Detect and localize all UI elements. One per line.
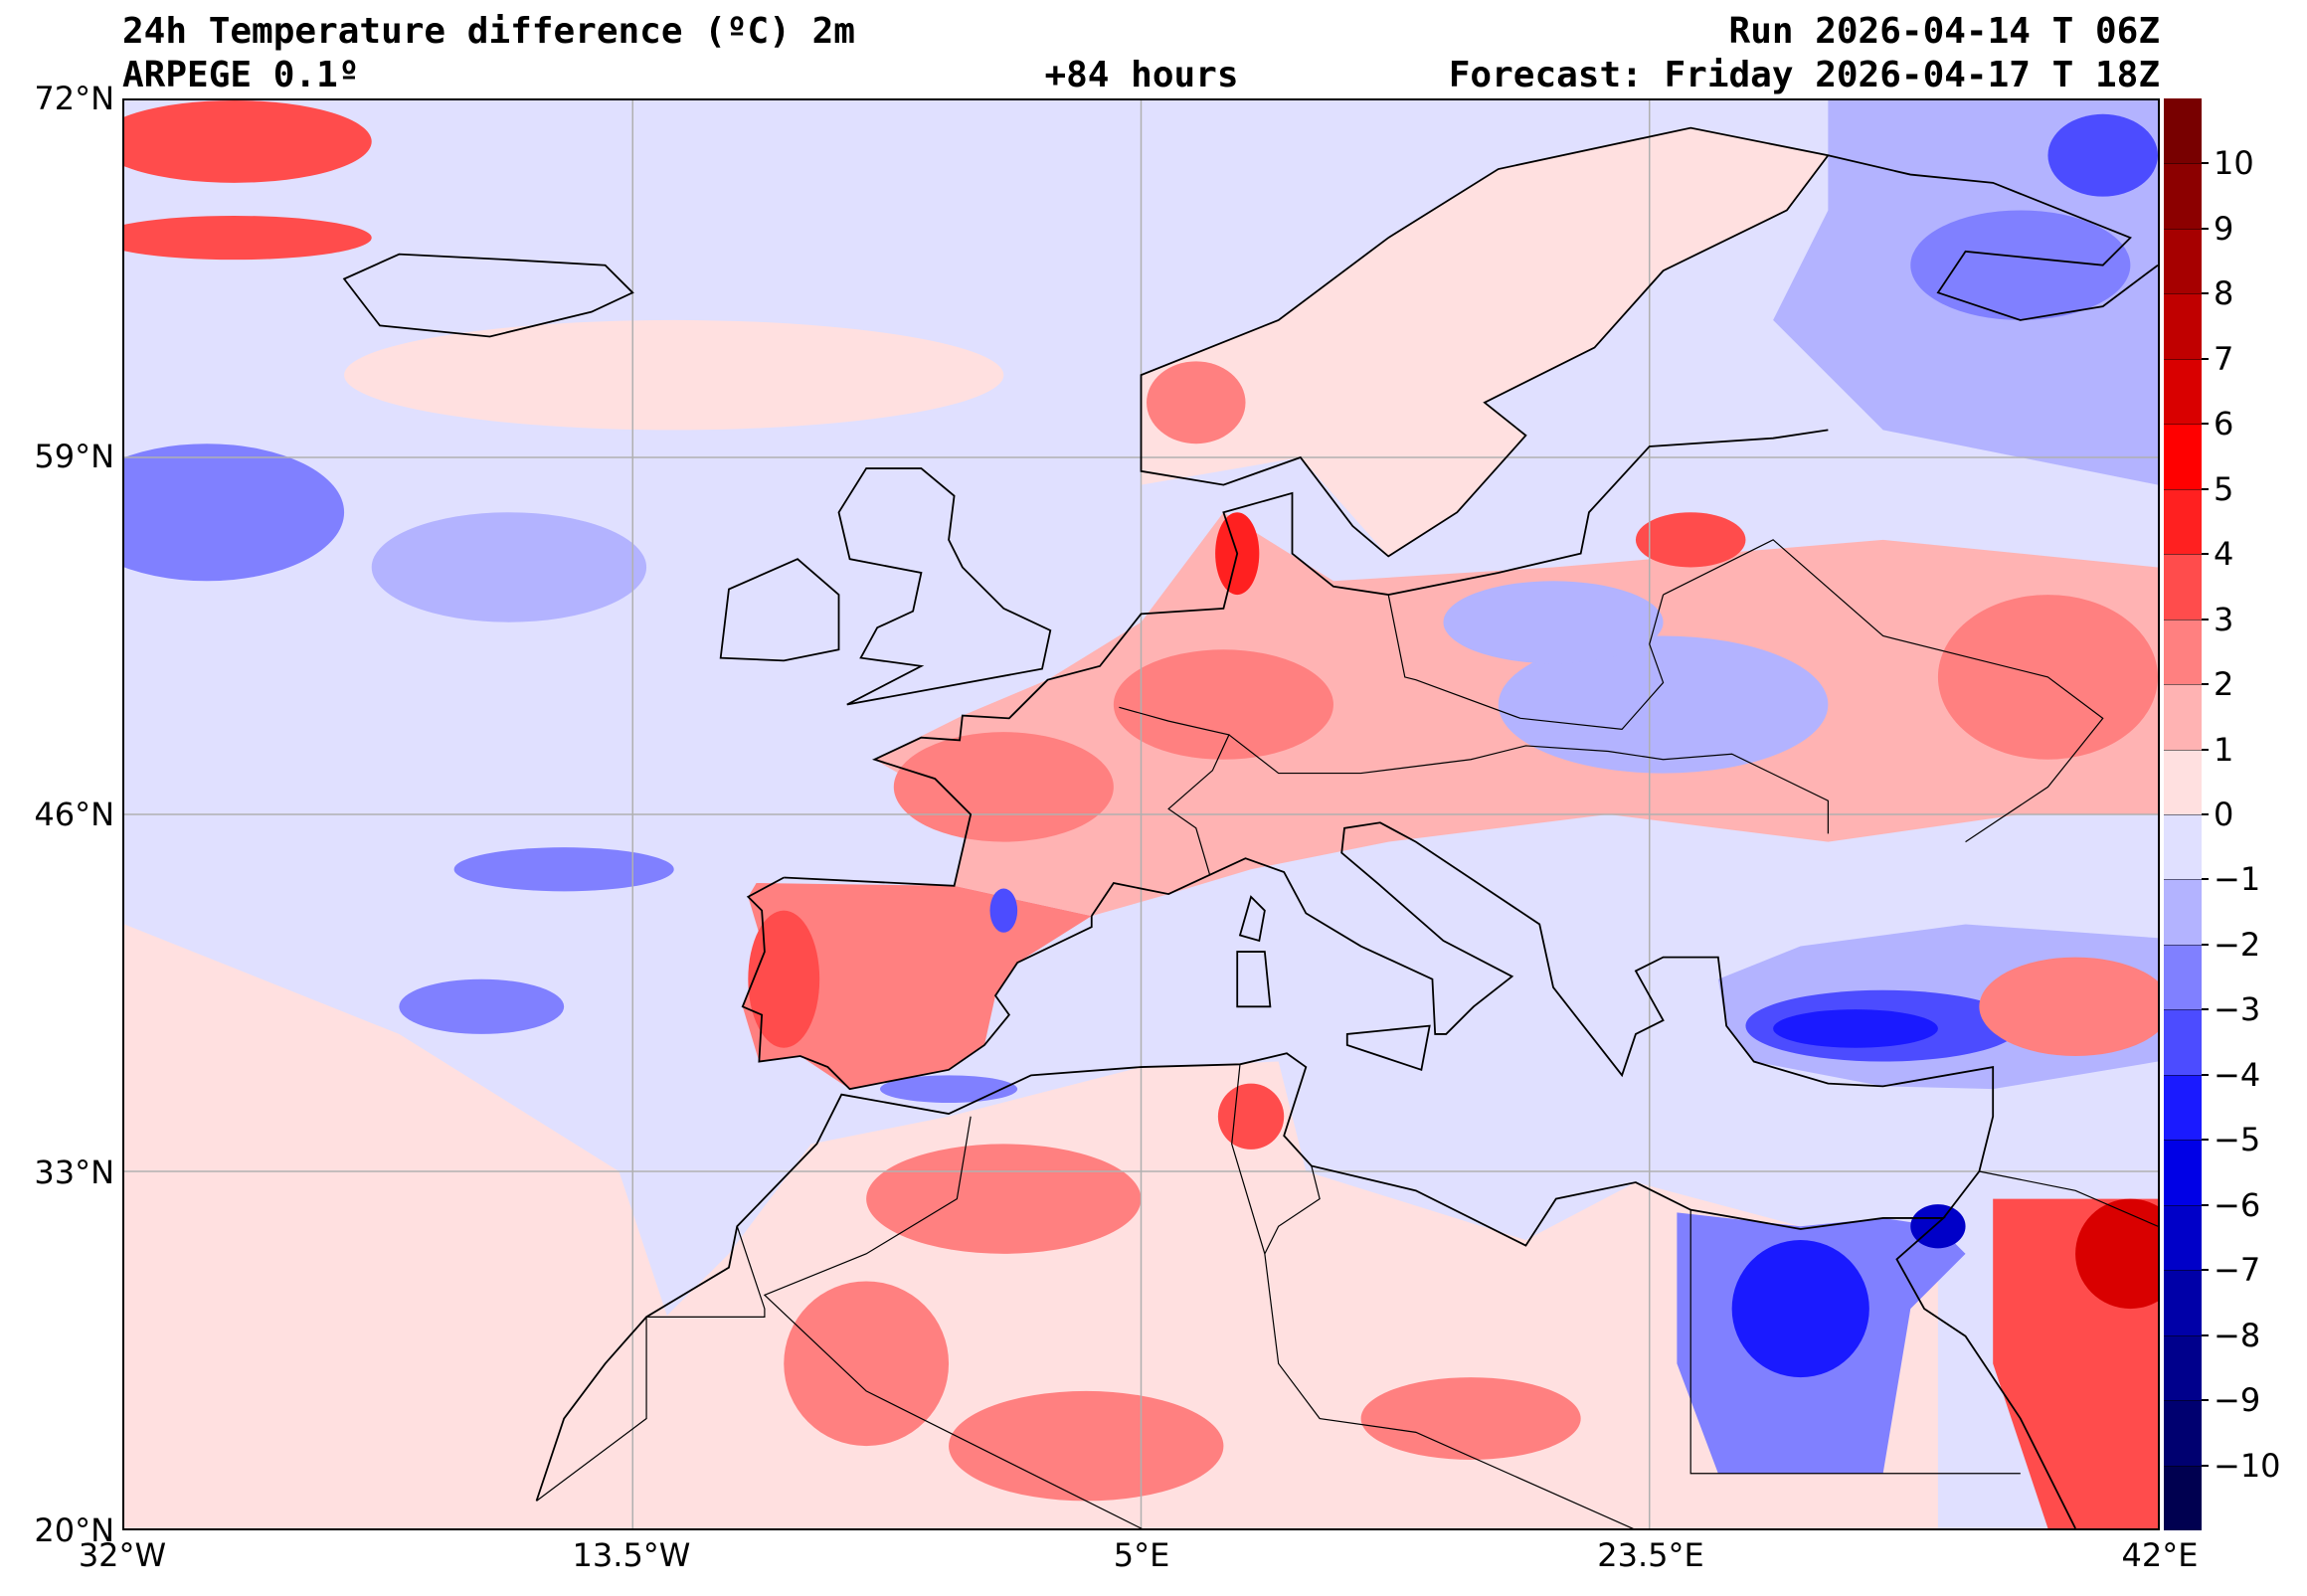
colorbar-tick-label: 2: [2214, 665, 2234, 704]
colorbar-bin: [2164, 879, 2202, 945]
colorbar-bin: [2164, 1074, 2202, 1141]
colorbar-tick: [2202, 1333, 2209, 1336]
colorbar-bin: [2164, 1334, 2202, 1401]
colorbar-tick: [2202, 683, 2209, 686]
colorbar-bin: [2164, 1009, 2202, 1075]
colorbar-tick-label: 7: [2214, 339, 2234, 378]
colorbar-tick: [2202, 878, 2209, 881]
colorbar-bin: [2164, 228, 2202, 294]
colorbar-tick: [2202, 1073, 2209, 1076]
colorbar-tick-label: −2: [2214, 925, 2261, 964]
lon-label-5e: 5°E: [1113, 1536, 1170, 1574]
map-title: 24h Temperature difference (ºC) 2m: [122, 11, 855, 52]
colorbar-tick: [2202, 423, 2209, 426]
colorbar-tick-label: 4: [2214, 535, 2234, 574]
colorbar-tick-label: 0: [2214, 796, 2234, 833]
colorbar-tick: [2202, 1139, 2209, 1142]
country-borders: [537, 540, 2158, 1528]
colorbar: 10 9 8 7 6 5 4 3 2 1 0 −1 −2 −3 −4 −5 −6 −7 −8 −9 −10: [2164, 98, 2281, 1530]
coastlines: [344, 128, 2158, 1528]
colorbar-tick: [2202, 943, 2209, 946]
colorbar-tick-label: −6: [2214, 1185, 2261, 1224]
colorbar-tick-label: 1: [2214, 730, 2234, 769]
colorbar-bin: [2164, 814, 2202, 880]
colorbar-bin: [2164, 293, 2202, 359]
lat-label-33n: 33°N: [34, 1153, 114, 1191]
colorbar-bin: [2164, 1465, 2202, 1530]
field-shading: [124, 100, 2158, 1528]
colorbar-tick: [2202, 618, 2209, 621]
colorbar-tick: [2202, 1269, 2209, 1272]
lat-label-72n: 72°N: [34, 80, 114, 117]
colorbar-tick-label: −8: [2214, 1316, 2261, 1354]
colorbar-bin: [2164, 749, 2202, 814]
lead-time-label: +84 hours: [1044, 55, 1239, 95]
model-label: ARPEGE 0.1º: [122, 55, 360, 95]
colorbar-tick: [2202, 553, 2209, 556]
colorbar-tick: [2202, 1008, 2209, 1011]
colorbar-tick-label: 10: [2214, 144, 2254, 183]
colorbar-tick-label: −9: [2214, 1381, 2261, 1420]
colorbar-tick-label: 8: [2214, 274, 2234, 313]
colorbar-tick-label: 3: [2214, 600, 2234, 638]
colorbar-tick-label: 6: [2214, 405, 2234, 443]
lon-label-42e: 42°E: [2121, 1536, 2199, 1574]
colorbar-tick: [2202, 162, 2209, 165]
lat-label-20n: 20°N: [34, 1511, 114, 1549]
colorbar-tick: [2202, 292, 2209, 295]
colorbar-bin: [2164, 554, 2202, 620]
colorbar-tick: [2202, 1464, 2209, 1467]
forecast-label: Forecast: Friday 2026-04-17 T 18Z: [1448, 55, 2160, 95]
temperature-difference-map: [122, 98, 2160, 1530]
map-canvas: [124, 100, 2158, 1528]
lon-label-13-5w: 13.5°W: [572, 1536, 691, 1574]
colorbar-tick-label: −3: [2214, 990, 2261, 1029]
lat-label-59n: 59°N: [34, 438, 114, 475]
colorbar-tick-label: −5: [2214, 1121, 2261, 1159]
colorbar-bin: [2164, 163, 2202, 229]
colorbar-tick: [2202, 748, 2209, 751]
colorbar-bin: [2164, 358, 2202, 425]
colorbar-bin: [2164, 488, 2202, 555]
colorbar-bin: [2164, 1140, 2202, 1205]
colorbar-bin: [2164, 1270, 2202, 1335]
colorbar-bin: [2164, 1400, 2202, 1466]
colorbar-tick: [2202, 487, 2209, 490]
colorbar-tick-label: −1: [2214, 860, 2261, 899]
lon-label-32w: 32°W: [78, 1536, 167, 1574]
colorbar-bin: [2164, 944, 2202, 1010]
run-label: Run 2026-04-14 T 06Z: [1728, 11, 2160, 52]
lat-label-46n: 46°N: [34, 796, 114, 833]
colorbar-tick: [2202, 227, 2209, 230]
colorbar-bin: [2164, 424, 2202, 489]
colorbar-tick: [2202, 813, 2209, 815]
colorbar-tick-label: 5: [2214, 469, 2234, 508]
colorbar-tick: [2202, 1399, 2209, 1402]
colorbar-bin: [2164, 98, 2202, 164]
colorbar-tick-label: −10: [2214, 1446, 2281, 1485]
lon-label-23-5e: 23.5°E: [1597, 1536, 1704, 1574]
colorbar-tick-label: 9: [2214, 209, 2234, 248]
colorbar-tick: [2202, 1203, 2209, 1206]
colorbar-bin: [2164, 1204, 2202, 1271]
colorbar-tick-label: −4: [2214, 1055, 2261, 1094]
colorbar-bin: [2164, 619, 2202, 685]
colorbar-tick: [2202, 357, 2209, 360]
colorbar-tick-label: −7: [2214, 1251, 2261, 1290]
colorbar-bin: [2164, 684, 2202, 750]
